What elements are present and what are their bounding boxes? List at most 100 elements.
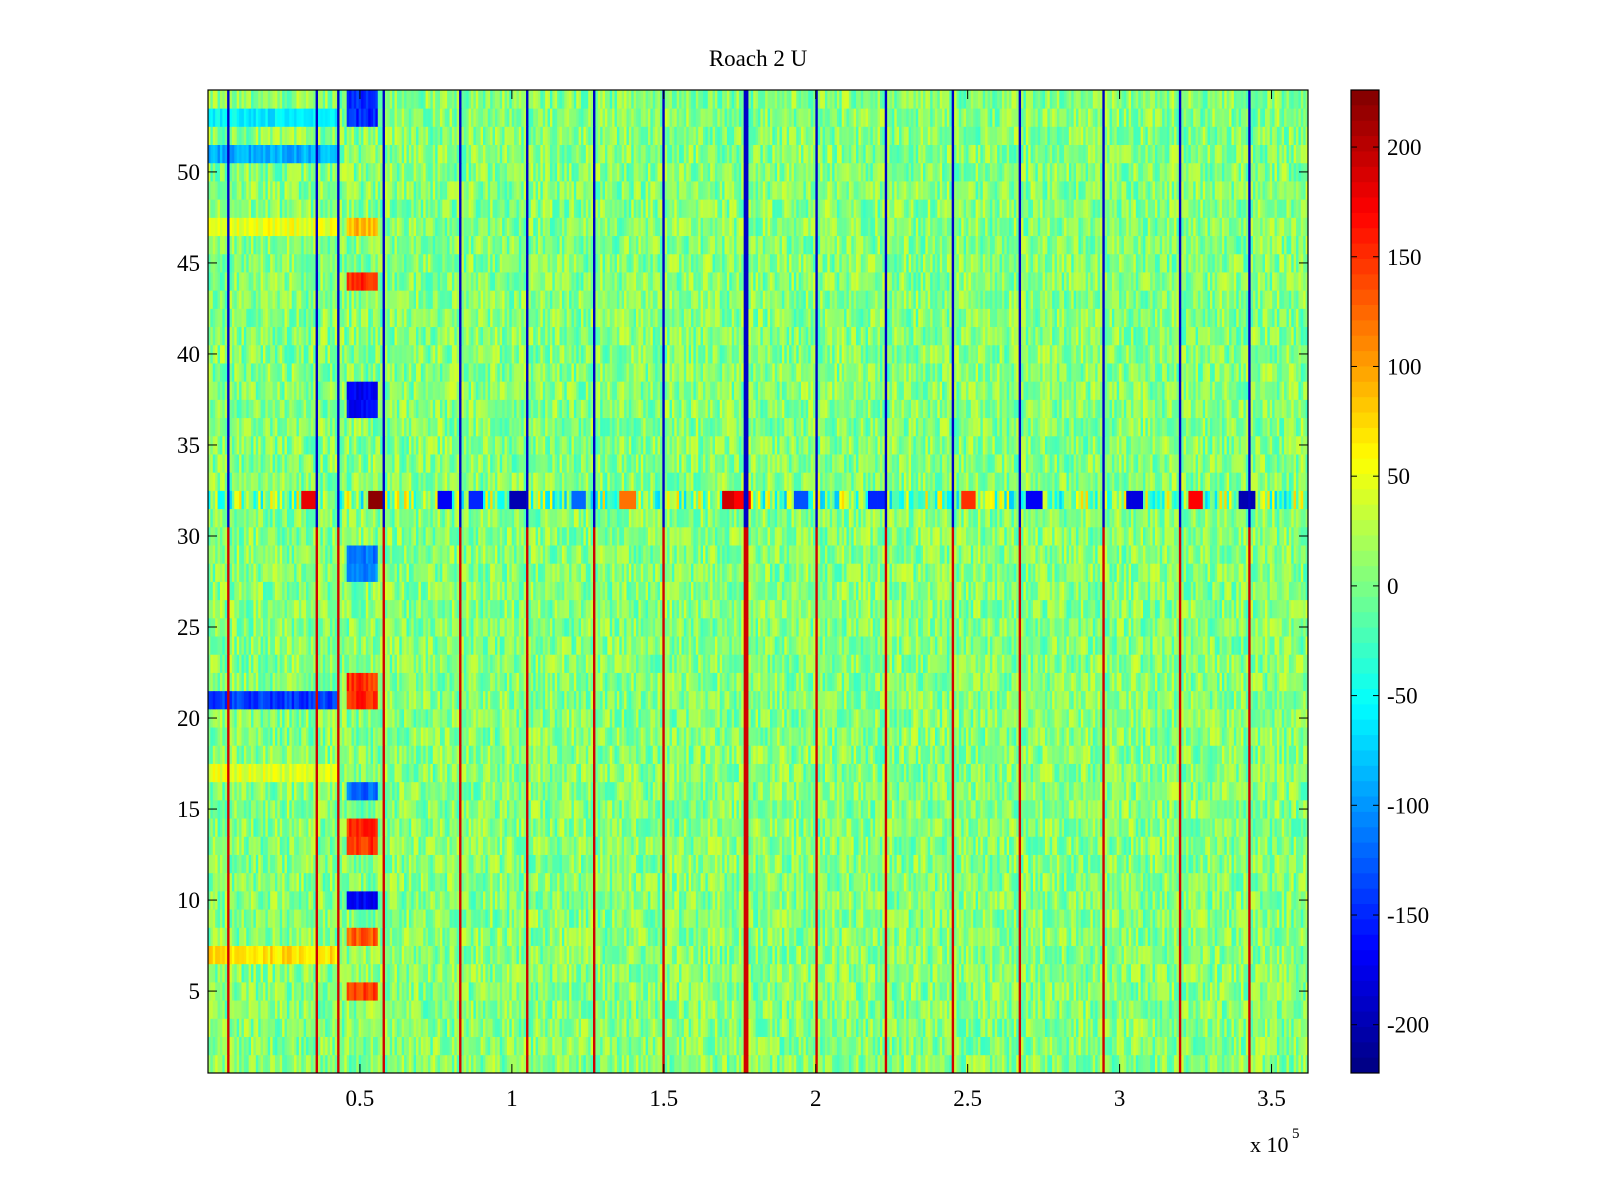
heatmap-cell: [1153, 1037, 1156, 1056]
heatmap-cell: [1248, 1018, 1251, 1037]
heatmap-cell: [543, 1000, 546, 1019]
heatmap-cell: [421, 1055, 424, 1074]
heatmap-cell: [239, 1018, 242, 1037]
heatmap-cell: [378, 1018, 381, 1037]
heatmap-cell: [1021, 1037, 1024, 1056]
heatmap-cell: [964, 1018, 967, 1037]
heatmap-cell: [433, 1000, 436, 1019]
heatmap-cell: [579, 1000, 582, 1019]
heatmap-cell: [416, 1000, 419, 1019]
heatmap-cell: [385, 1018, 388, 1037]
heatmap-cell: [622, 1000, 625, 1019]
heatmap-cell: [641, 1000, 644, 1019]
heatmap-cell: [557, 1037, 560, 1056]
heatmap-cell: [230, 1018, 233, 1037]
heatmap-cell: [1236, 1018, 1239, 1037]
heatmap-cell: [1033, 1055, 1036, 1074]
heatmap-cell: [311, 1037, 314, 1056]
heatmap-cell: [316, 1037, 319, 1056]
heatmap-cell: [308, 1037, 311, 1056]
heatmap-cell: [1188, 1018, 1191, 1037]
heatmap-cell: [579, 1037, 582, 1056]
heatmap-cell: [760, 1018, 763, 1037]
heatmap-cell: [320, 1055, 323, 1074]
heatmap-cell: [710, 1018, 713, 1037]
heatmap-cell: [1074, 1018, 1077, 1037]
heatmap-cell: [1014, 1018, 1017, 1037]
heatmap-cell: [1200, 1037, 1203, 1056]
heatmap-cell: [1021, 1018, 1024, 1037]
heatmap-cell: [330, 1037, 333, 1056]
heatmap-cell: [1133, 1018, 1136, 1037]
heatmap-cell: [387, 1018, 390, 1037]
heatmap-cell: [294, 1018, 297, 1037]
heatmap-cell: [708, 1018, 711, 1037]
heatmap-cell: [1121, 1055, 1124, 1074]
heatmap-cell: [380, 1018, 383, 1037]
heatmap-cell: [1059, 1018, 1062, 1037]
heatmap-cell: [607, 1055, 610, 1074]
heatmap-cell: [648, 1055, 651, 1074]
heatmap-cell: [285, 1037, 288, 1056]
heatmap-cell: [904, 1037, 907, 1056]
heatmap-cell: [485, 1018, 488, 1037]
heatmap-cell: [1224, 1037, 1227, 1056]
heatmap-cell: [330, 1000, 333, 1019]
heatmap-cell: [689, 1000, 692, 1019]
heatmap-cell: [514, 1037, 517, 1056]
heatmap-cell: [285, 1018, 288, 1037]
heatmap-cell: [210, 1018, 213, 1037]
heatmap-cell: [665, 1037, 668, 1056]
heatmap-cell: [466, 1018, 469, 1037]
heatmap-cell: [521, 1055, 524, 1074]
heatmap-cell: [275, 1018, 278, 1037]
heatmap-cell: [258, 1055, 261, 1074]
heatmap-cell: [787, 1055, 790, 1074]
heatmap-cell: [638, 1000, 641, 1019]
heatmap-cell: [641, 1037, 644, 1056]
heatmap-cell: [693, 1055, 696, 1074]
heatmap-cell: [780, 1037, 783, 1056]
heatmap-cell: [1016, 1055, 1019, 1074]
heatmap-cell: [935, 1037, 938, 1056]
heatmap-cell: [1105, 1055, 1108, 1074]
heatmap-cell: [660, 1037, 663, 1056]
heatmap-cell: [347, 1000, 350, 1019]
heatmap-cell: [619, 1055, 622, 1074]
heatmap-cell: [1198, 1055, 1201, 1074]
heatmap-cell: [395, 1055, 398, 1074]
heatmap-cell: [1208, 1018, 1211, 1037]
heatmap-cell: [1043, 1055, 1046, 1074]
heatmap-cell: [1153, 1055, 1156, 1074]
heatmap-cell: [409, 1055, 412, 1074]
heatmap-cell: [1066, 1018, 1069, 1037]
heatmap-cell: [218, 1055, 221, 1074]
heatmap-cell: [861, 1055, 864, 1074]
heatmap-cell: [1260, 1037, 1263, 1056]
heatmap-cell: [481, 1018, 484, 1037]
heatmap-cell: [976, 1055, 979, 1074]
heatmap-cell: [435, 1037, 438, 1056]
heatmap-cell: [304, 1000, 307, 1019]
heatmap-cell: [1275, 1037, 1278, 1056]
heatmap-cell: [803, 1018, 806, 1037]
heatmap-cell: [1241, 1018, 1244, 1037]
heatmap-cell: [253, 1018, 256, 1037]
heatmap-cell: [701, 1055, 704, 1074]
heatmap-cell: [679, 1055, 682, 1074]
heatmap-cell: [1117, 1037, 1120, 1056]
heatmap-cell: [715, 1037, 718, 1056]
heatmap-cell: [552, 1000, 555, 1019]
heatmap-cell: [289, 1000, 292, 1019]
heatmap-cell: [569, 1055, 572, 1074]
heatmap-cell: [727, 1018, 730, 1037]
heatmap-cell: [1174, 1037, 1177, 1056]
heatmap-cell: [481, 1037, 484, 1056]
heatmap-cell: [1241, 1037, 1244, 1056]
heatmap-cell: [1267, 1018, 1270, 1037]
heatmap-cell: [265, 1055, 268, 1074]
heatmap-cell: [368, 1037, 371, 1056]
heatmap-cell: [1040, 1018, 1043, 1037]
heatmap-cell: [237, 1000, 240, 1019]
heatmap-cell: [945, 1018, 948, 1037]
